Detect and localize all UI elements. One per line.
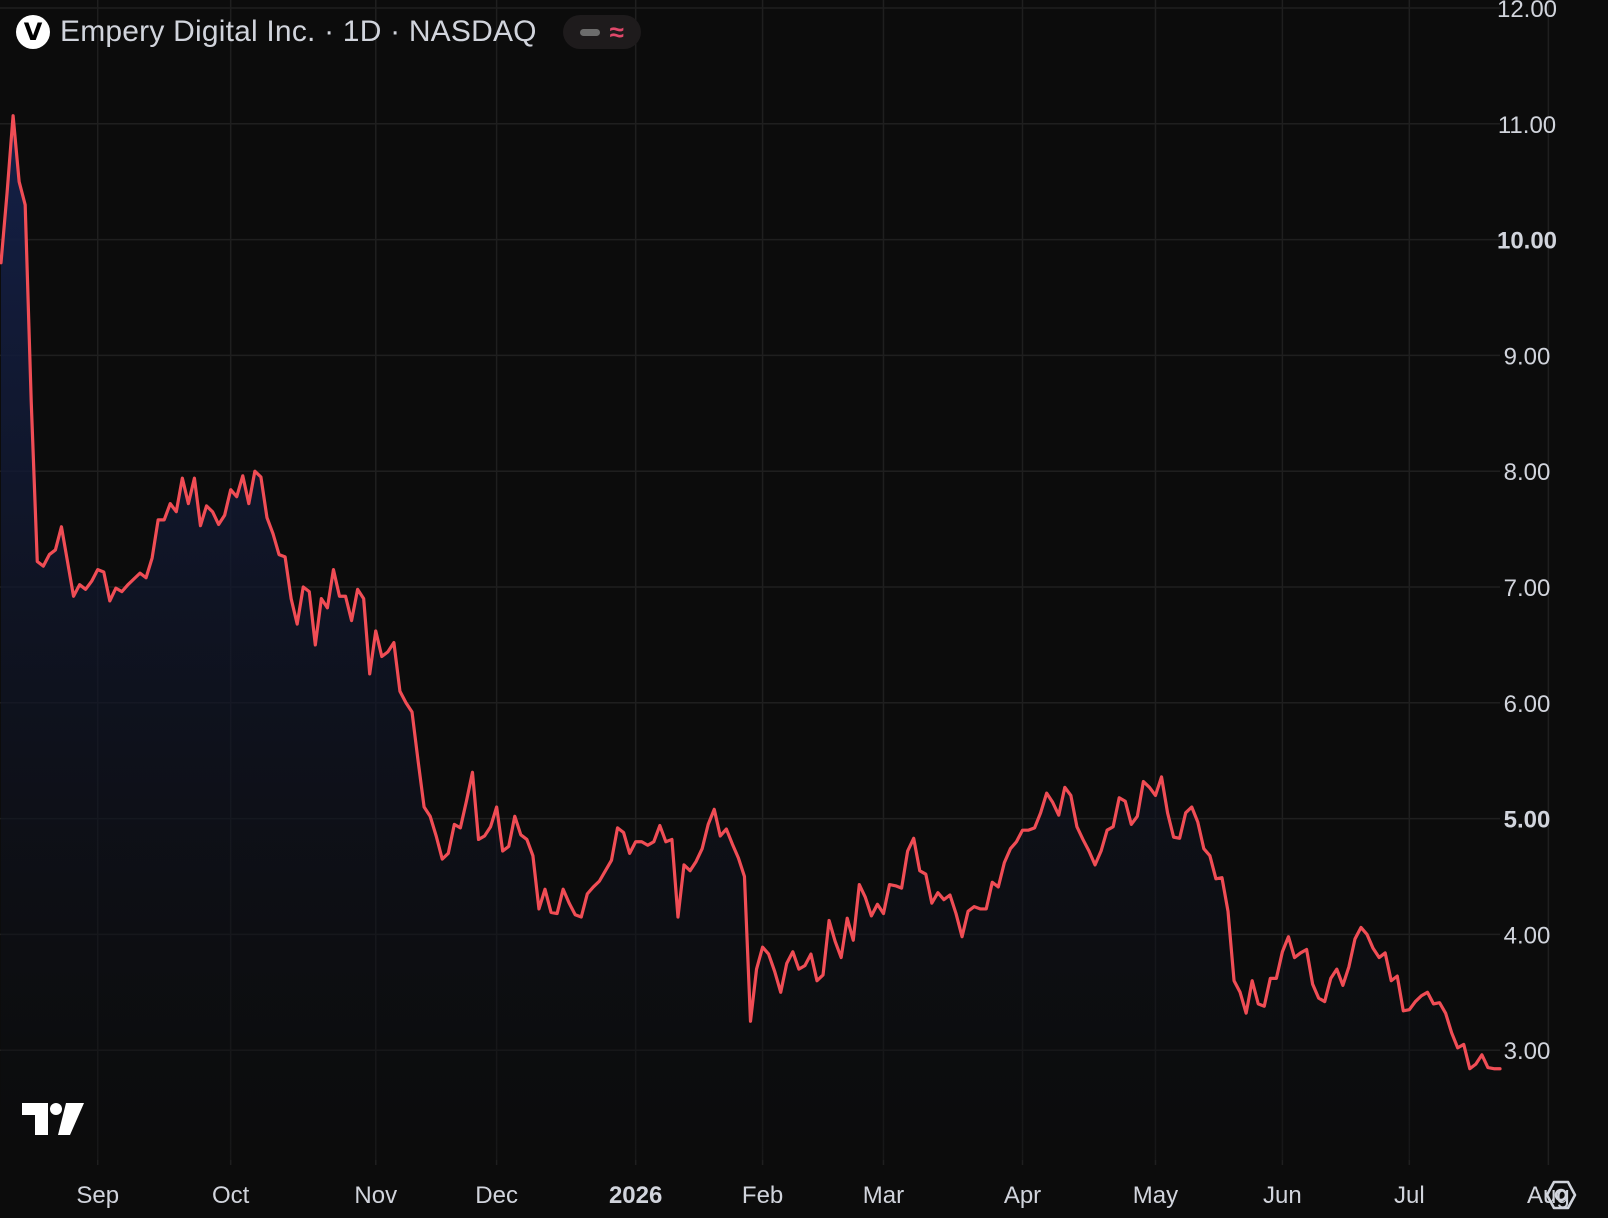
y-tick-label: 4.00 (1504, 922, 1551, 949)
x-tick-label: Jul (1394, 1182, 1425, 1209)
symbol-title[interactable]: Empery Digital Inc. · 1D · NASDAQ (60, 15, 537, 48)
y-tick-label: 8.00 (1504, 459, 1551, 486)
y-tick-label: 11.00 (1498, 112, 1556, 139)
y-axis-labels: 12.00 11.00 10.00 9.00 8.00 7.00 6.00 5.00 4.00 3… (1497, 0, 1557, 1065)
wave-icon[interactable]: ≈ (609, 17, 624, 47)
x-tick-label: Feb (742, 1182, 783, 1209)
x-tick-label: Apr (1004, 1182, 1041, 1209)
y-tick-label: 9.00 (1504, 343, 1551, 370)
price-area-fill (1, 115, 1500, 1161)
x-tick-label: Dec (475, 1182, 518, 1209)
x-tick-label: Oct (212, 1182, 250, 1209)
minus-icon[interactable] (579, 28, 600, 36)
x-tick-label: Mar (863, 1182, 904, 1209)
symbol-legend[interactable]: V Empery Digital Inc. · 1D · NASDAQ ≈ (16, 12, 641, 52)
y-tick-label: 10.00 (1497, 228, 1557, 255)
x-axis-labels: Sep Oct Nov Dec 2026 Feb Mar Apr May Jun Jul Aug (76, 1182, 1569, 1209)
x-tick-label: May (1133, 1182, 1178, 1209)
ticker-badge-icon[interactable]: V (16, 15, 50, 49)
price-line[interactable] (0, 114, 1502, 1071)
tradingview-logo-icon[interactable] (22, 1103, 84, 1135)
x-tick-label: Sep (76, 1182, 119, 1209)
indicator-toggle-icon[interactable]: ≈ (562, 15, 641, 49)
y-tick-label: 12.00 (1497, 0, 1557, 23)
x-tick-label: 2026 (609, 1182, 662, 1209)
y-tick-label: 6.00 (1504, 691, 1551, 718)
y-tick-label: 7.00 (1504, 575, 1551, 602)
y-tick-label: 3.00 (1504, 1038, 1551, 1065)
settings-gear-icon[interactable] (1544, 1178, 1578, 1212)
y-tick-label: 5.00 (1504, 807, 1551, 834)
x-tick-label: Nov (354, 1182, 397, 1209)
x-tick-label: Jun (1263, 1182, 1302, 1209)
